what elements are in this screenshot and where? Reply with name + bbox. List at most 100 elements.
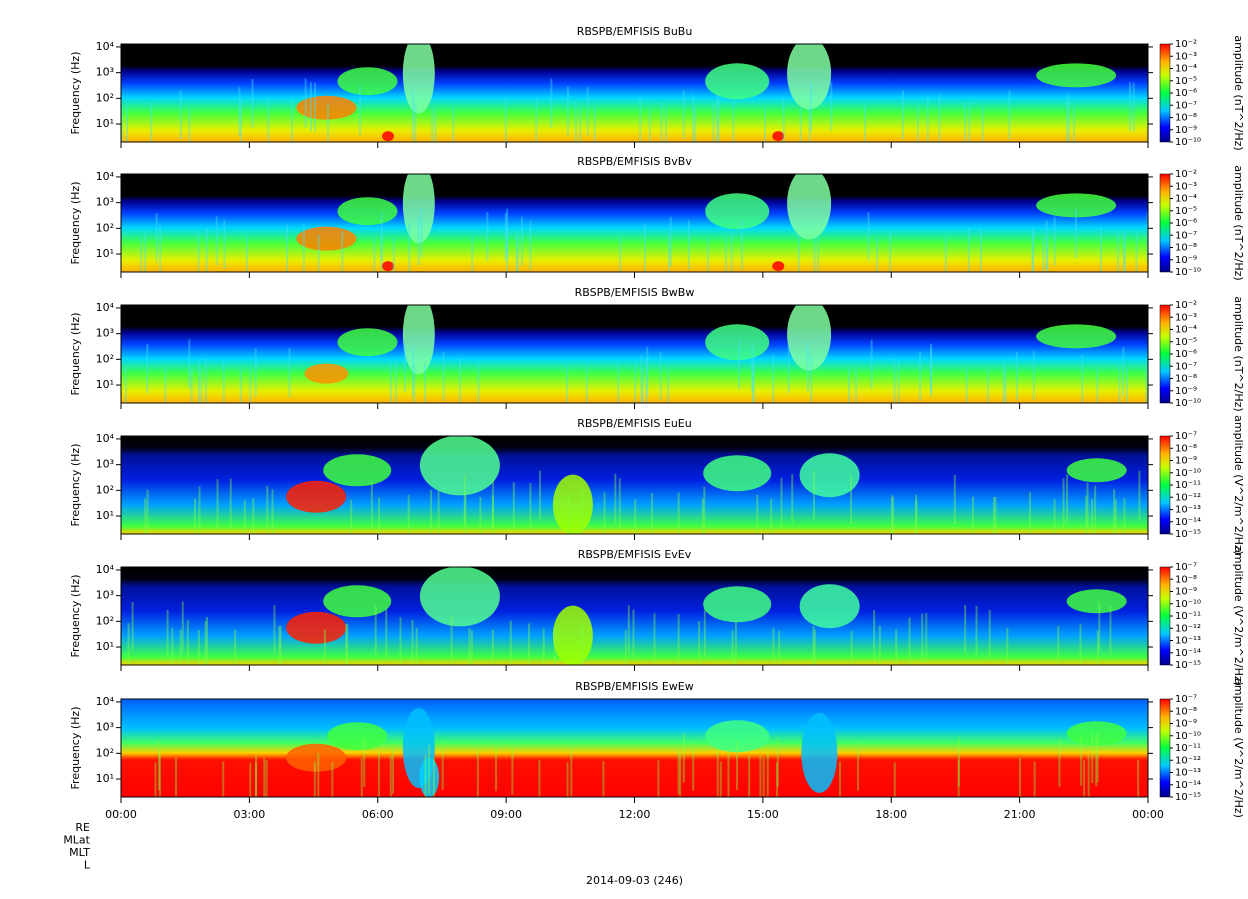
colorbar-label: amplitude (nT^2/Hz) xyxy=(1232,296,1245,411)
spectral-streak xyxy=(1046,236,1049,272)
colorbar-tick-label: 10⁻⁷ xyxy=(1175,431,1197,442)
colorbar-tick-label: 10⁻⁷ xyxy=(1175,694,1197,705)
spectral-streak xyxy=(566,365,569,403)
spectral-streak xyxy=(150,102,153,142)
y-tick-label: 10² xyxy=(96,746,114,759)
spectral-streak xyxy=(464,492,467,534)
colorbar-tick-label: 10⁻¹⁵ xyxy=(1175,529,1201,540)
spectral-streak xyxy=(542,628,545,665)
y-tick-label: 10³ xyxy=(96,327,114,340)
y-tick-label: 10⁴ xyxy=(96,40,115,53)
spectral-streak xyxy=(279,625,282,665)
spectral-streak xyxy=(538,470,541,520)
colorbar-tick-label: 10⁻⁷ xyxy=(1175,230,1197,241)
colorbar-tick-label: 10⁻¹² xyxy=(1175,492,1201,503)
spectral-streak xyxy=(1132,82,1135,132)
spectral-streak xyxy=(639,97,642,142)
spectral-streak xyxy=(772,355,775,403)
spectral-streak xyxy=(131,601,134,651)
spectral-streak xyxy=(238,87,241,137)
spectral-streak xyxy=(1066,100,1069,142)
colorbar-label: amplitude (V^2/m^2/Hz) xyxy=(1232,415,1245,555)
colorbar-tick-label: 10⁻⁹ xyxy=(1175,587,1197,598)
spectral-feature xyxy=(419,567,500,627)
spectral-streak xyxy=(521,216,524,266)
spectral-feature xyxy=(296,226,357,251)
spectral-streak xyxy=(687,220,690,270)
spectral-streak xyxy=(186,620,189,665)
colorbar-tick-label: 10⁻⁸ xyxy=(1175,706,1197,717)
spectral-streak xyxy=(892,497,895,534)
spectral-streak xyxy=(1008,90,1011,140)
x-tick-label: 03:00 xyxy=(234,808,266,821)
spectral-streak xyxy=(229,478,232,528)
spectral-streak xyxy=(1004,366,1007,403)
spectral-streak xyxy=(146,489,149,534)
spectral-feature xyxy=(552,474,593,534)
spectral-streak xyxy=(1075,208,1078,258)
y-axis-label: Frequency (Hz) xyxy=(69,52,82,135)
spectral-streak xyxy=(495,742,498,792)
spectral-streak xyxy=(205,358,208,403)
spectral-streak xyxy=(893,358,896,403)
spectral-streak xyxy=(389,364,392,403)
spectral-streak xyxy=(255,755,258,797)
spectral-streak xyxy=(830,81,833,131)
spectral-streak xyxy=(431,106,434,142)
spectral-streak xyxy=(1100,227,1103,272)
spectral-streak xyxy=(766,752,769,797)
spectral-streak xyxy=(414,102,417,142)
spectral-streak xyxy=(716,100,719,142)
spectral-streak xyxy=(994,496,997,534)
spectral-streak xyxy=(776,762,779,797)
spectral-streak xyxy=(725,236,728,272)
spectrogram xyxy=(121,436,1148,534)
spectral-feature xyxy=(419,436,500,496)
spectral-feature xyxy=(787,44,832,110)
spectral-streak xyxy=(878,625,881,665)
colorbar-tick-label: 10⁻⁹ xyxy=(1175,386,1197,397)
spectral-streak xyxy=(313,761,316,797)
x-tick-label: 00:00 xyxy=(105,808,137,821)
spectral-feature xyxy=(286,743,347,772)
spectral-streak xyxy=(957,759,960,797)
spectral-streak xyxy=(570,749,573,797)
colorbar-tick-label: 10⁻⁸ xyxy=(1175,574,1197,585)
spectral-streak xyxy=(506,230,509,272)
spectral-streak xyxy=(772,628,775,665)
spectral-streak xyxy=(965,367,968,403)
spectral-streak xyxy=(175,757,178,797)
spectral-feature xyxy=(286,480,347,513)
colorbar-tick-label: 10⁻¹¹ xyxy=(1175,743,1201,754)
spectral-streak xyxy=(1006,627,1009,665)
y-tick-label: 10¹ xyxy=(96,640,114,653)
spectral-streak xyxy=(1066,474,1069,524)
colorbar-tick-label: 10⁻¹⁰ xyxy=(1175,137,1201,148)
spectral-streak xyxy=(188,339,191,389)
spectral-streak xyxy=(567,492,570,534)
spectral-streak xyxy=(586,86,589,136)
spectral-streak xyxy=(730,230,733,272)
spectral-streak xyxy=(1096,733,1099,783)
spectral-streak xyxy=(624,630,627,665)
spectral-streak xyxy=(1137,759,1140,797)
spectral-streak xyxy=(1098,601,1101,651)
y-axis-label: Frequency (Hz) xyxy=(69,182,82,265)
spectral-streak xyxy=(204,620,207,665)
colorbar-tick-label: 10⁻⁵ xyxy=(1175,206,1197,217)
spectral-streak xyxy=(1085,495,1088,534)
spectral-streak xyxy=(458,358,461,403)
spectral-feature xyxy=(337,328,398,357)
spectral-streak xyxy=(890,495,893,534)
spectral-streak xyxy=(468,628,471,665)
spectral-feature xyxy=(1066,458,1127,483)
spectral-streak xyxy=(736,741,739,791)
spectral-streak xyxy=(593,105,596,142)
spectral-streak xyxy=(813,629,816,665)
spectral-streak xyxy=(538,760,541,797)
spectral-streak xyxy=(1053,499,1056,534)
spectral-streak xyxy=(373,237,376,272)
spectral-streak xyxy=(278,626,281,665)
spectral-streak xyxy=(855,368,858,403)
spectrogram-background xyxy=(121,436,1148,534)
